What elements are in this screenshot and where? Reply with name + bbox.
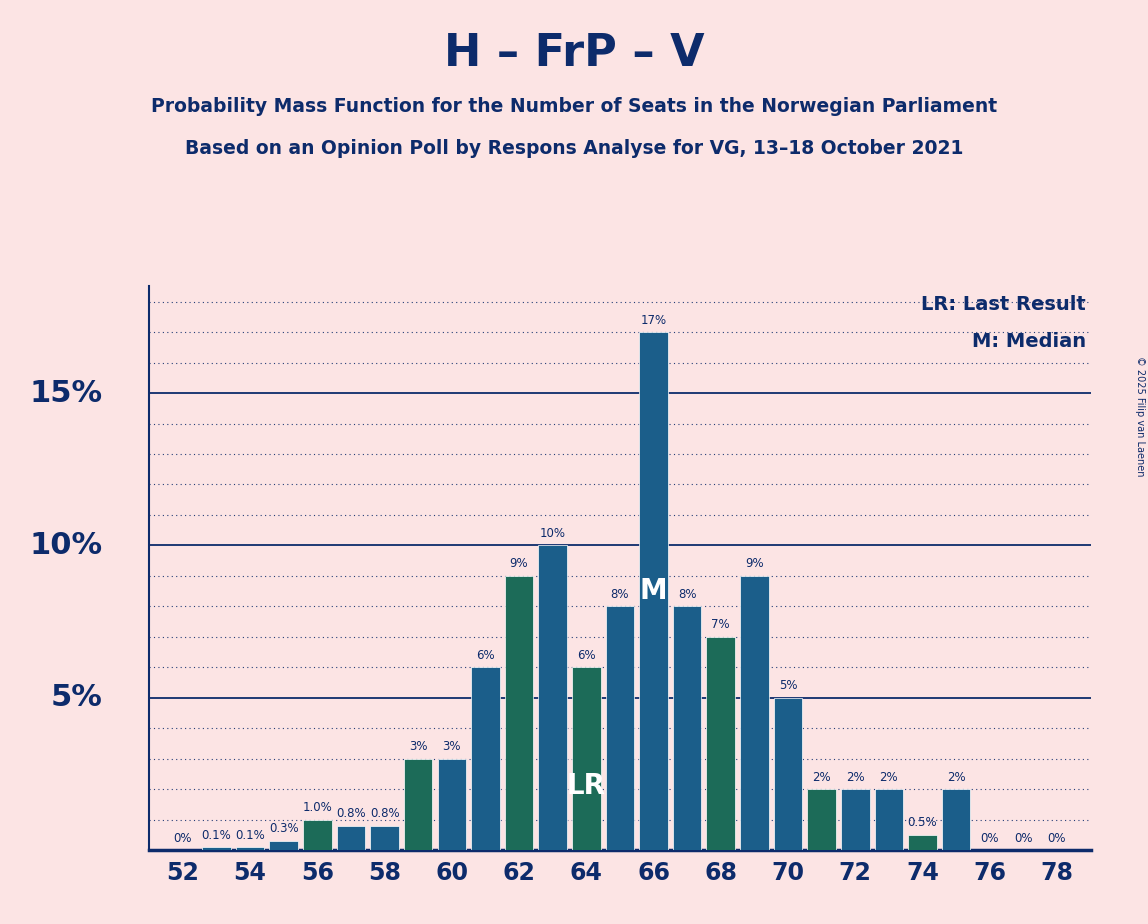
Text: Based on an Opinion Poll by Respons Analyse for VG, 13–18 October 2021: Based on an Opinion Poll by Respons Anal… [185, 139, 963, 158]
Text: 0%: 0% [1014, 832, 1032, 845]
Text: H – FrP – V: H – FrP – V [443, 32, 705, 76]
Text: 3%: 3% [443, 740, 461, 753]
Text: 3%: 3% [409, 740, 427, 753]
Text: 0%: 0% [173, 832, 192, 845]
Text: 0.1%: 0.1% [235, 829, 265, 842]
Text: 8%: 8% [678, 588, 697, 601]
Text: 0.8%: 0.8% [336, 808, 366, 821]
Bar [908, 835, 937, 850]
Text: 1.0%: 1.0% [302, 801, 332, 814]
Text: 5%: 5% [51, 683, 102, 712]
Text: LR: LR [567, 772, 606, 800]
Bar [437, 759, 466, 850]
Text: 8%: 8% [611, 588, 629, 601]
Text: 0.8%: 0.8% [370, 808, 400, 821]
Bar [303, 820, 332, 850]
Bar [639, 332, 668, 850]
Text: 15%: 15% [29, 379, 102, 407]
Text: 0.5%: 0.5% [908, 817, 937, 830]
Bar [336, 826, 365, 850]
Text: M: M [639, 578, 667, 605]
Text: 2%: 2% [846, 771, 864, 784]
Text: 17%: 17% [641, 313, 667, 327]
Bar [774, 698, 802, 850]
Bar [673, 606, 701, 850]
Bar [941, 789, 970, 850]
Text: 9%: 9% [745, 557, 763, 570]
Bar [706, 637, 735, 850]
Bar [371, 826, 398, 850]
Bar [404, 759, 433, 850]
Text: M: Median: M: Median [971, 332, 1086, 350]
Text: 10%: 10% [540, 527, 566, 540]
Text: 10%: 10% [29, 531, 102, 560]
Bar [841, 789, 869, 850]
Text: 7%: 7% [712, 618, 730, 631]
Text: 0.3%: 0.3% [269, 822, 298, 835]
Bar [606, 606, 634, 850]
Bar [471, 667, 499, 850]
Bar [875, 789, 903, 850]
Text: 5%: 5% [778, 679, 797, 692]
Bar [235, 847, 264, 850]
Text: 6%: 6% [476, 649, 495, 662]
Bar [807, 789, 836, 850]
Bar [538, 545, 567, 850]
Text: 2%: 2% [879, 771, 898, 784]
Text: 0%: 0% [1048, 832, 1066, 845]
Bar [572, 667, 600, 850]
Text: 6%: 6% [577, 649, 596, 662]
Text: 2%: 2% [947, 771, 965, 784]
Text: 0.1%: 0.1% [202, 829, 232, 842]
Text: 2%: 2% [813, 771, 831, 784]
Text: 0%: 0% [980, 832, 999, 845]
Text: Probability Mass Function for the Number of Seats in the Norwegian Parliament: Probability Mass Function for the Number… [150, 97, 998, 116]
Bar [505, 576, 534, 850]
Text: © 2025 Filip van Laenen: © 2025 Filip van Laenen [1135, 356, 1145, 476]
Bar [270, 841, 298, 850]
Text: 9%: 9% [510, 557, 528, 570]
Bar [202, 847, 231, 850]
Text: LR: Last Result: LR: Last Result [921, 295, 1086, 314]
Bar [740, 576, 769, 850]
